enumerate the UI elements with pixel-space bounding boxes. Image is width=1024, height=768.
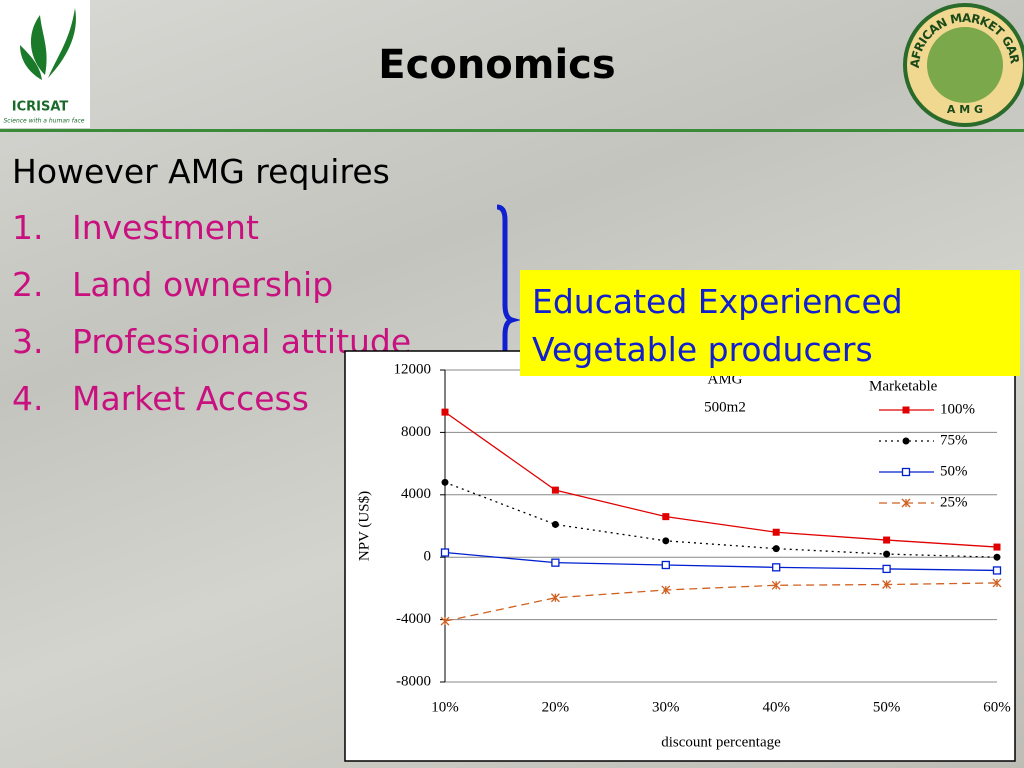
y-tick-label: -8000	[396, 673, 431, 689]
left-logo-icon	[20, 8, 76, 80]
list-item-text: Investment	[72, 208, 259, 247]
list-item-number: 1.	[12, 208, 44, 247]
y-tick-label: 0	[424, 549, 432, 565]
slide-title: Economics	[378, 42, 615, 88]
point	[993, 553, 1001, 561]
point	[441, 478, 449, 486]
x-tick-label: 50%	[873, 699, 901, 715]
x-tick-label: 60%	[983, 699, 1011, 715]
y-tick-label: 12000	[394, 361, 432, 377]
point	[551, 520, 559, 528]
x-tick-label: 30%	[652, 699, 680, 715]
series-line	[444, 481, 998, 558]
x-axis-label: discount percentage	[661, 734, 781, 750]
point	[551, 558, 560, 567]
x-tick-label: 20%	[542, 699, 570, 715]
legend-title: Marketable	[869, 378, 938, 394]
callout-line: Vegetable producers	[532, 330, 873, 369]
list-item-number: 2.	[12, 265, 44, 304]
right-logo-center	[927, 27, 1003, 103]
legend-marker	[902, 437, 910, 445]
list-intro: However AMG requires	[12, 152, 390, 191]
point	[772, 563, 781, 572]
series-line	[444, 411, 998, 548]
point	[551, 486, 559, 494]
point	[993, 543, 1001, 551]
point	[440, 616, 450, 626]
point	[550, 593, 560, 603]
legend-marker	[901, 498, 911, 508]
point	[992, 566, 1002, 575]
y-axis-label: NPV (US$)	[356, 491, 372, 561]
y-tick-label: -4000	[396, 611, 431, 627]
legend-label: 75%	[940, 432, 968, 448]
x-tick-label: 10%	[431, 699, 459, 715]
point	[661, 585, 671, 595]
y-tick-label: 8000	[401, 424, 431, 440]
annotation: 500m2	[704, 399, 746, 415]
point	[440, 548, 450, 557]
legend-marker	[901, 467, 911, 477]
point	[883, 536, 891, 544]
header-rule	[0, 129, 1024, 132]
point	[992, 578, 1002, 588]
logo-letters: A M G	[947, 103, 983, 116]
list-item-text: Land ownership	[72, 265, 334, 304]
callout: Educated Experienced Vegetable producers	[520, 270, 1020, 376]
legend-label: 50%	[940, 463, 968, 479]
y-tick-label: 4000	[401, 486, 431, 502]
point	[771, 580, 781, 590]
callout-line: Educated Experienced	[532, 282, 903, 321]
point	[661, 560, 670, 570]
point	[882, 580, 892, 589]
point	[441, 408, 449, 416]
series-line	[444, 551, 998, 572]
chart: -8000 -4000 0 4000 8000 12000 10% 20% 30% 40% 50% 6…	[344, 350, 1016, 762]
point	[662, 537, 670, 545]
logo-name: ICRISAT	[12, 100, 69, 115]
point	[662, 513, 670, 521]
list-item-number: 3.	[12, 322, 44, 361]
series-line	[444, 582, 998, 622]
list-item-number: 4.	[12, 379, 44, 418]
list-item-text: Market Access	[72, 379, 309, 418]
point	[882, 564, 891, 574]
legend-marker	[902, 406, 910, 414]
point	[772, 528, 780, 536]
legend-label: 25%	[940, 494, 968, 510]
point	[772, 545, 780, 553]
logo-tagline: Science with a human face	[3, 118, 84, 125]
x-tick-label: 40%	[762, 699, 790, 715]
legend-label: 100%	[940, 401, 975, 417]
point	[883, 550, 891, 558]
